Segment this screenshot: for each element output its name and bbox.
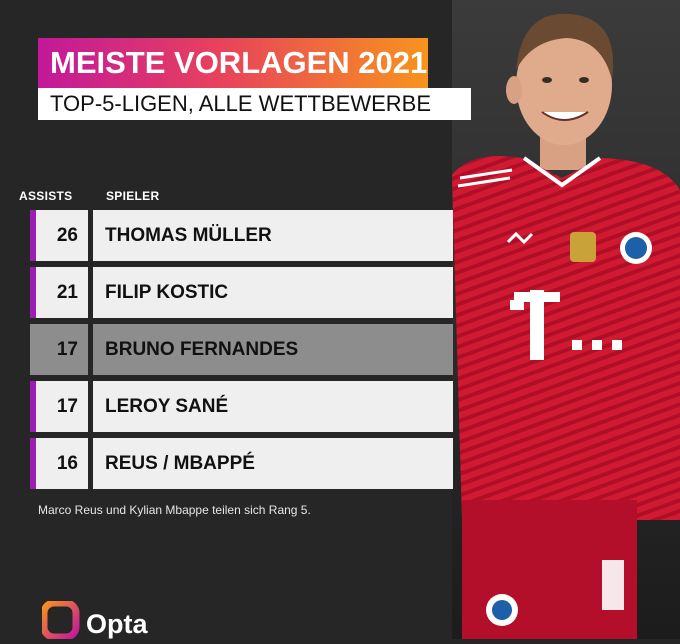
- player-name: THOMAS MÜLLER: [93, 210, 453, 261]
- column-header-assists: ASSISTS: [19, 189, 73, 203]
- player-name: FILIP KOSTIC: [93, 267, 453, 318]
- assists-value: 16: [30, 438, 88, 489]
- column-header-player: SPIELER: [106, 189, 160, 203]
- chart-title: MEISTE VORLAGEN 2021: [38, 38, 428, 88]
- footnote-annotation: Marco Reus und Kylian Mbappe teilen sich…: [38, 503, 311, 517]
- player-name: BRUNO FERNANDES: [93, 324, 453, 375]
- assists-value: 17: [30, 324, 88, 375]
- assists-value: 26: [30, 210, 88, 261]
- assists-value: 21: [30, 267, 88, 318]
- player-name: LEROY SANÉ: [93, 381, 453, 432]
- player-name: REUS / MBAPPÉ: [93, 438, 453, 489]
- opta-logo-icon: [40, 599, 80, 644]
- opta-wordmark: Opta: [86, 609, 148, 639]
- chart-subtitle: TOP-5-LIGEN, ALLE WETTBEWERBE: [38, 88, 471, 120]
- player-photo: [452, 0, 680, 639]
- assists-value: 17: [30, 381, 88, 432]
